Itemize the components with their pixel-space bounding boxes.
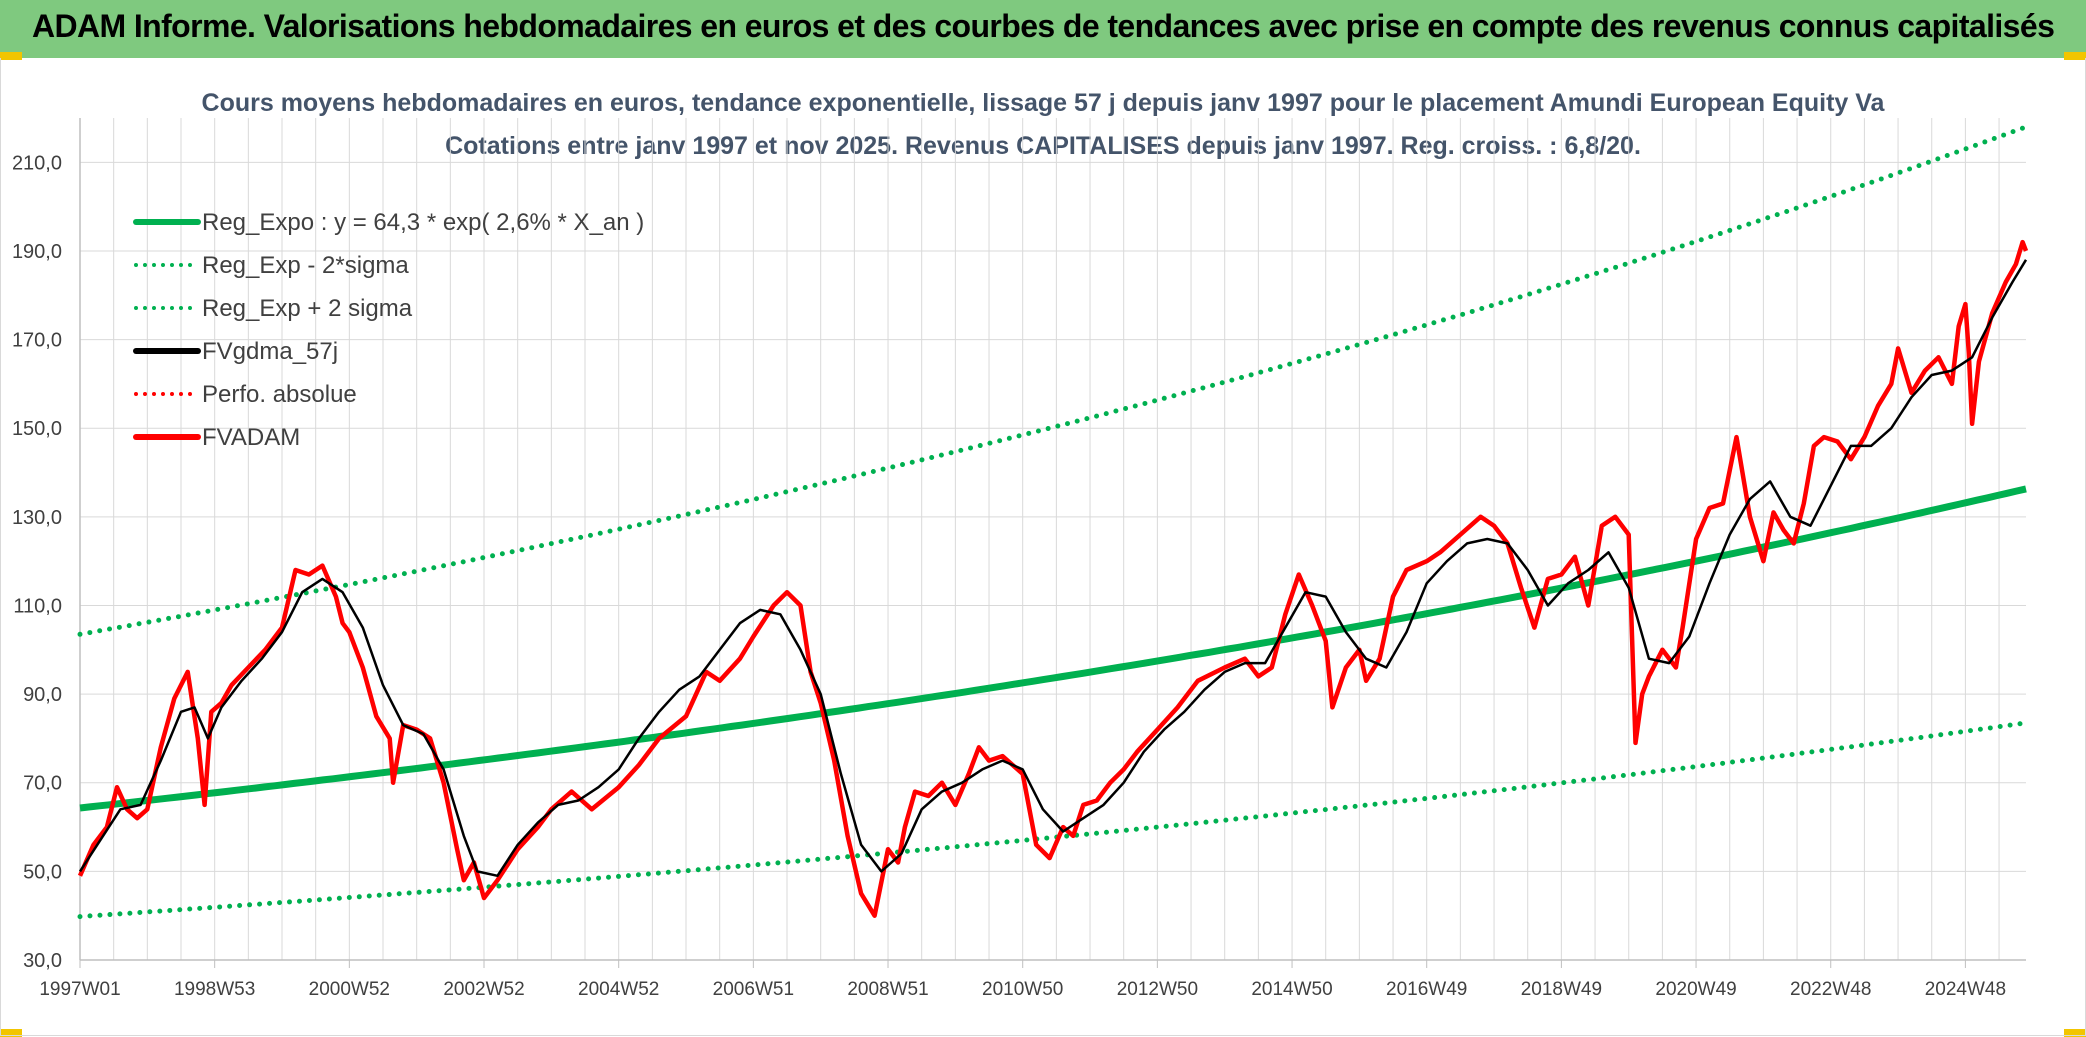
y-tick-label: 170,0 (12, 330, 62, 352)
header-banner: ADAM Informe. Valorisations hebdomadaire… (0, 0, 2086, 58)
y-tick-label: 50,0 (23, 861, 62, 883)
legend-item: Reg_Exp + 2 sigma (134, 295, 413, 322)
x-tick-label: 2008W51 (847, 979, 928, 1000)
chart-title: Cours moyens hebdomadaires en euros, ten… (202, 89, 1886, 117)
legend-label: Reg_Exp - 2*sigma (202, 252, 409, 279)
x-tick-label: 2014W50 (1251, 979, 1332, 1000)
trend-line (79, 485, 2027, 812)
x-tick-label: 2012W50 (1117, 979, 1198, 1000)
upper-band-line (77, 124, 2029, 637)
x-tick-label: 2004W52 (578, 979, 659, 1000)
legend-label: Reg_Expo : y = 64,3 * exp( 2,6% * X_an ) (202, 209, 644, 236)
x-tick-label: 2000W52 (309, 979, 390, 1000)
x-tick-label: 2020W49 (1655, 979, 1736, 1000)
legend-item: FVgdma_57j (133, 338, 338, 365)
legend-label: FVgdma_57j (202, 338, 338, 365)
axes: 30,0 50,0 70,0 90,0 110,0 130,0 150,0 170,0 190,… (12, 118, 2026, 1000)
y-tick-label: 190,0 (12, 241, 62, 263)
x-tick-label: 2002W52 (443, 979, 524, 1000)
y-tick-label: 90,0 (23, 684, 62, 706)
report-title: ADAM Informe. Valorisations hebdomadaire… (32, 8, 2055, 44)
chart-subtitle: Cotations entre janv 1997 et nov 2025. R… (445, 132, 1641, 160)
fvgdma-line (78, 259, 2028, 878)
corner-marker (0, 52, 22, 60)
x-tick-label: 2022W48 (1790, 979, 1871, 1000)
gridlines (79, 118, 2026, 961)
x-tick-label: 1998W53 (174, 979, 255, 1000)
fvadam-line (77, 239, 2029, 918)
legend: Reg_Expo : y = 64,3 * exp( 2,6% * X_an )… (133, 209, 644, 451)
legend-label: Perfo. absolue (202, 381, 357, 408)
y-tick-label: 150,0 (12, 418, 62, 440)
x-tick-label: 2016W49 (1386, 979, 1467, 1000)
x-tick-label: 2024W48 (1925, 979, 2006, 1000)
x-tick-label: 1997W01 (39, 979, 120, 1000)
y-tick-label: 210,0 (12, 152, 62, 174)
legend-item: Reg_Expo : y = 64,3 * exp( 2,6% * X_an ) (133, 209, 644, 236)
x-tick-label: 2010W50 (982, 979, 1063, 1000)
legend-item: Reg_Exp - 2*sigma (134, 252, 409, 279)
series-layer (77, 124, 2029, 920)
legend-label: FVADAM (202, 424, 300, 451)
legend-label: Reg_Exp + 2 sigma (202, 295, 413, 322)
y-tick-label: 130,0 (12, 507, 62, 529)
y-tick-label: 110,0 (13, 595, 62, 617)
lower-band-line (77, 720, 2029, 920)
x-tick-label: 2018W49 (1521, 979, 1602, 1000)
y-tick-label: 70,0 (23, 773, 62, 795)
legend-item: FVADAM (133, 424, 300, 451)
y-tick-label: 30,0 (23, 950, 62, 972)
corner-marker (2064, 52, 2086, 60)
legend-item: Perfo. absolue (134, 381, 357, 408)
corner-marker (2064, 1029, 2086, 1037)
x-tick-label: 2006W51 (713, 979, 794, 1000)
corner-marker (0, 1029, 22, 1037)
